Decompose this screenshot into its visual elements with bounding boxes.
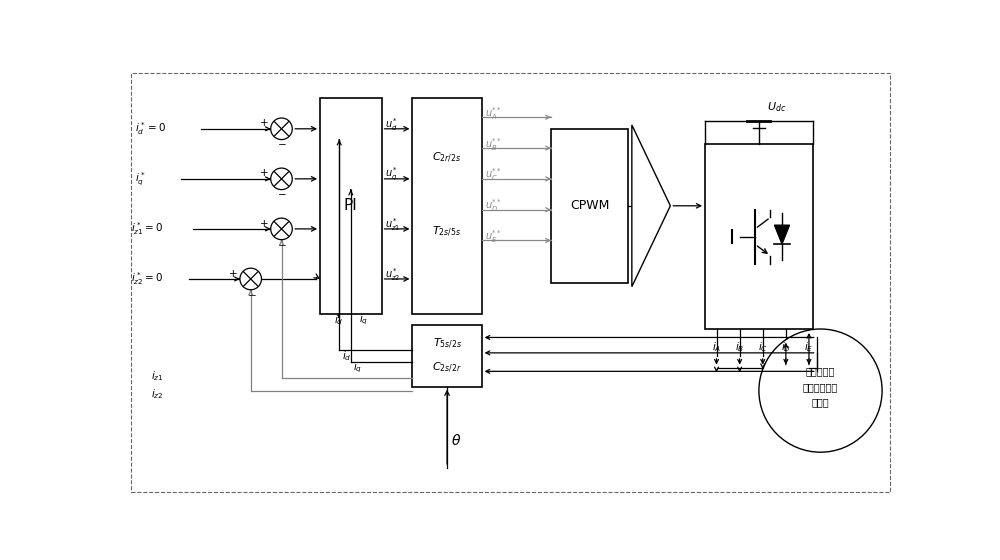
Text: $U_{dc}$: $U_{dc}$ (767, 100, 786, 114)
Text: $u_q^*$: $u_q^*$ (385, 166, 398, 183)
Text: $-$: $-$ (247, 288, 256, 298)
Bar (412, 325, 482, 387)
Text: $u_A^{**}$: $u_A^{**}$ (485, 105, 501, 122)
Text: $i_d^* = 0$: $i_d^* = 0$ (135, 120, 166, 137)
Text: $i_B$: $i_B$ (735, 340, 744, 354)
Text: $i_q$: $i_q$ (359, 312, 368, 327)
Circle shape (271, 168, 292, 190)
Text: $T_{5s/2s}$: $T_{5s/2s}$ (433, 337, 462, 351)
Circle shape (759, 329, 882, 452)
Text: CPWM: CPWM (570, 199, 609, 212)
Text: $u_E^{**}$: $u_E^{**}$ (485, 228, 501, 245)
Bar (320, 98, 382, 314)
Text: PI: PI (344, 198, 358, 213)
Text: $\theta$: $\theta$ (451, 433, 461, 448)
Text: $C_{2r/2s}$: $C_{2r/2s}$ (432, 151, 462, 165)
Bar (705, 144, 813, 329)
Text: 五相永磁体: 五相永磁体 (806, 366, 835, 376)
Text: $-$: $-$ (277, 239, 287, 249)
Text: $i_d$: $i_d$ (342, 349, 351, 363)
Text: $i_q^*$: $i_q^*$ (135, 170, 146, 188)
Text: +: + (260, 169, 269, 179)
Bar (412, 98, 482, 314)
Text: $i_{z2}^* = 0$: $i_{z2}^* = 0$ (131, 270, 164, 287)
Circle shape (271, 218, 292, 240)
Text: +: + (260, 218, 269, 228)
Text: $-$: $-$ (277, 189, 287, 198)
Text: $u_{z2}^*$: $u_{z2}^*$ (385, 266, 400, 283)
Text: $T_{2s/5s}$: $T_{2s/5s}$ (432, 225, 462, 239)
Text: $i_d$: $i_d$ (334, 313, 343, 326)
Text: $-$: $-$ (277, 138, 287, 148)
Text: $u_C^{**}$: $u_C^{**}$ (485, 167, 501, 184)
Bar (551, 129, 628, 283)
Text: $i_A$: $i_A$ (712, 340, 721, 354)
Polygon shape (632, 125, 670, 287)
Text: 线电机: 线电机 (812, 397, 829, 407)
Text: 内嵌式容错直: 内嵌式容错直 (803, 382, 838, 392)
Text: $i_E$: $i_E$ (804, 340, 814, 354)
Text: $u_{z1}^*$: $u_{z1}^*$ (385, 216, 400, 233)
Text: $i_q$: $i_q$ (353, 361, 362, 375)
Text: +: + (260, 118, 269, 128)
Circle shape (271, 118, 292, 139)
Text: $u_D^{**}$: $u_D^{**}$ (485, 197, 501, 214)
Text: $i_{z2}$: $i_{z2}$ (151, 388, 163, 402)
Text: $i_{z1}$: $i_{z1}$ (151, 369, 163, 383)
Text: $u_B^{**}$: $u_B^{**}$ (485, 136, 501, 153)
Text: $i_D$: $i_D$ (781, 340, 791, 354)
Text: $C_{2s/2r}$: $C_{2s/2r}$ (432, 361, 462, 375)
Text: $i_C$: $i_C$ (758, 340, 768, 354)
Circle shape (240, 268, 261, 290)
Text: +: + (229, 269, 238, 278)
Text: $u_d^*$: $u_d^*$ (385, 116, 398, 133)
Text: $i_{z1}^* = 0$: $i_{z1}^* = 0$ (131, 221, 164, 237)
Polygon shape (774, 225, 790, 244)
